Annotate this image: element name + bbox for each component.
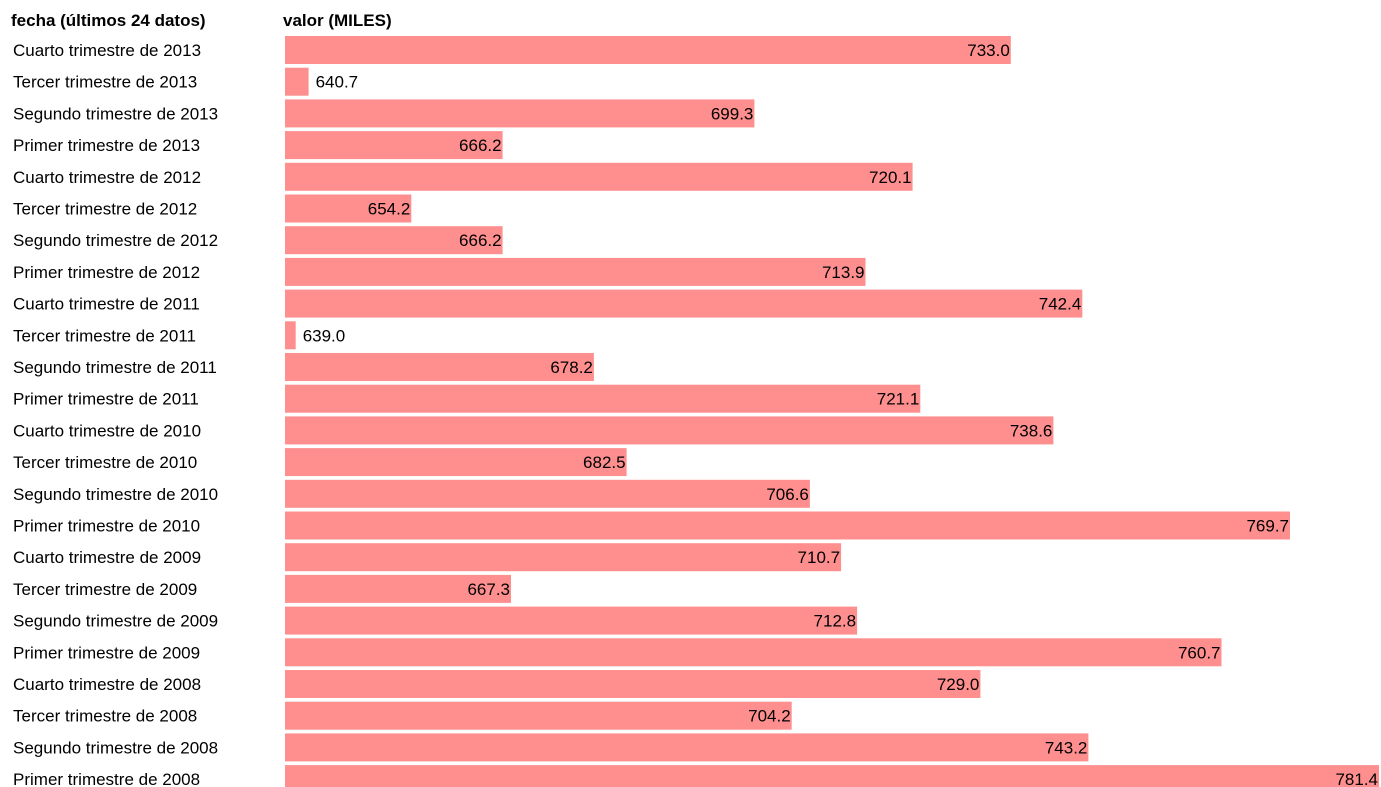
category-label: Primer trimestre de 2010	[13, 517, 200, 536]
value-label: 639.0	[303, 326, 346, 345]
category-label: Primer trimestre de 2009	[13, 643, 200, 662]
bar	[285, 289, 1083, 318]
bar	[285, 765, 1379, 787]
bar	[285, 131, 503, 160]
value-label: 733.0	[967, 41, 1010, 60]
value-label: 721.1	[877, 390, 920, 409]
category-label: Tercer trimestre de 2009	[13, 580, 197, 599]
category-label: Segundo trimestre de 2013	[13, 104, 218, 123]
category-label: Tercer trimestre de 2013	[13, 73, 197, 92]
value-label: 713.9	[822, 263, 865, 282]
category-label: Tercer trimestre de 2008	[13, 707, 197, 726]
value-label: 743.2	[1045, 738, 1088, 757]
value-label: 706.6	[766, 485, 809, 504]
category-label: Cuarto trimestre de 2008	[13, 675, 201, 694]
value-label: 704.2	[748, 707, 791, 726]
value-label: 678.2	[550, 358, 593, 377]
bar	[285, 194, 412, 223]
bar-rows: Cuarto trimestre de 2013 733.0 Tercer trim…	[13, 36, 1379, 787]
category-label: Primer trimestre de 2011	[13, 390, 199, 409]
category-label: Tercer trimestre de 2010	[13, 453, 197, 472]
category-label: Segundo trimestre de 2009	[13, 612, 218, 631]
bar	[285, 384, 921, 413]
bar	[285, 448, 627, 477]
category-label: Cuarto trimestre de 2012	[13, 168, 201, 187]
category-label: Segundo trimestre de 2012	[13, 231, 218, 250]
category-label: Cuarto trimestre de 2009	[13, 548, 201, 567]
bar	[285, 226, 503, 255]
bar	[285, 543, 842, 572]
value-label: 666.2	[459, 136, 502, 155]
bar	[285, 701, 792, 730]
value-label: 654.2	[368, 200, 411, 219]
value-label: 640.7	[316, 73, 359, 92]
category-label: Primer trimestre de 2013	[13, 136, 200, 155]
category-label: Tercer trimestre de 2011	[13, 326, 196, 345]
value-label: 699.3	[711, 104, 754, 123]
bar	[285, 67, 309, 96]
bar	[285, 257, 866, 286]
category-label: Cuarto trimestre de 2010	[13, 421, 201, 440]
value-label: 760.7	[1178, 643, 1221, 662]
value-label: 682.5	[583, 453, 626, 472]
bar	[285, 511, 1290, 540]
category-label: Primer trimestre de 2008	[13, 770, 200, 787]
value-label: 781.4	[1335, 770, 1378, 787]
value-label: 666.2	[459, 231, 502, 250]
category-label: Segundo trimestre de 2011	[13, 358, 217, 377]
category-label: Primer trimestre de 2012	[13, 263, 200, 282]
value-label: 667.3	[467, 580, 510, 599]
bar	[285, 416, 1054, 445]
bar	[285, 670, 981, 698]
value-column-header: valor (MILES)	[283, 11, 392, 30]
value-label: 729.0	[937, 675, 980, 694]
value-label: 742.4	[1039, 295, 1082, 314]
category-label: Cuarto trimestre de 2011	[13, 295, 200, 314]
bar	[285, 479, 810, 508]
category-label: Cuarto trimestre de 2013	[13, 41, 201, 60]
bar	[285, 321, 296, 350]
bar	[285, 36, 1011, 64]
category-label: Segundo trimestre de 2010	[13, 485, 218, 504]
bar	[285, 99, 755, 128]
bar	[285, 606, 858, 635]
bar	[285, 574, 511, 603]
bar	[285, 638, 1222, 667]
value-label: 769.7	[1246, 517, 1289, 536]
category-label: Segundo trimestre de 2008	[13, 738, 218, 757]
value-label: 712.8	[814, 612, 857, 631]
category-label: Tercer trimestre de 2012	[13, 200, 197, 219]
category-column-header: fecha (últimos 24 datos)	[11, 11, 206, 30]
bar	[285, 162, 913, 191]
bar	[285, 733, 1089, 762]
bar	[285, 353, 594, 381]
value-label: 738.6	[1010, 421, 1053, 440]
value-label: 710.7	[798, 548, 841, 567]
value-label: 720.1	[869, 168, 912, 187]
